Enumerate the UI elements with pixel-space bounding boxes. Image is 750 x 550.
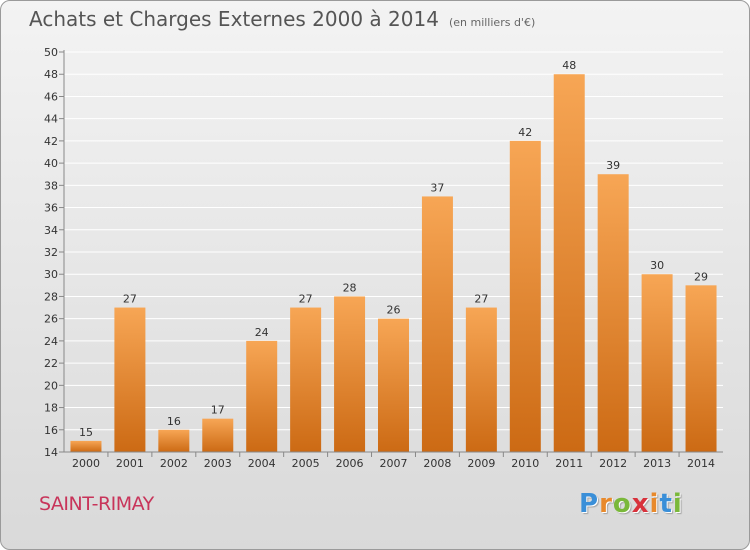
x-tick-label: 2010: [511, 457, 539, 470]
bar: [641, 274, 673, 452]
bar-value-label: 27: [299, 293, 313, 306]
bar-value-label: 37: [430, 181, 444, 194]
bar-value-label: 29: [694, 270, 708, 283]
bar-value-label: 15: [79, 426, 93, 439]
bar: [202, 418, 234, 452]
bar: [290, 307, 322, 452]
y-tick-label: 16: [44, 424, 58, 437]
bar-value-label: 42: [518, 126, 532, 139]
logo-letter: t: [659, 489, 673, 519]
y-tick-label: 34: [44, 224, 58, 237]
y-tick-label: 32: [44, 246, 58, 259]
x-tick-label: 2013: [643, 457, 671, 470]
bar-value-label: 27: [123, 293, 137, 306]
bar: [509, 140, 541, 452]
bar-value-label: 26: [387, 304, 401, 317]
logo-letter: o: [612, 489, 632, 519]
x-tick-label: 2005: [292, 457, 320, 470]
y-tick-label: 24: [44, 335, 58, 348]
y-tick-label: 26: [44, 313, 58, 326]
chart-title: Achats et Charges Externes 2000 à 2014: [29, 7, 439, 31]
y-tick-label: 22: [44, 357, 58, 370]
bar: [246, 340, 278, 452]
chart-title-block: Achats et Charges Externes 2000 à 2014 (e…: [29, 7, 535, 31]
x-tick-label: 2014: [687, 457, 715, 470]
bar-value-label: 27: [474, 293, 488, 306]
bar: [114, 307, 146, 452]
y-tick-label: 38: [44, 179, 58, 192]
bar: [158, 429, 190, 452]
y-tick-label: 20: [44, 379, 58, 392]
logo-letter: r: [599, 489, 613, 519]
logo-letter: i: [649, 489, 660, 519]
bar-value-label: 48: [562, 59, 576, 72]
bar: [334, 296, 366, 452]
bar: [597, 174, 629, 452]
x-tick-label: 2008: [423, 457, 451, 470]
x-tick-label: 2004: [248, 457, 276, 470]
bar: [685, 285, 717, 452]
logo-letter: x: [631, 489, 650, 519]
bar-value-label: 16: [167, 415, 181, 428]
x-tick-label: 2006: [336, 457, 364, 470]
x-tick-label: 2000: [72, 457, 100, 470]
bar-value-label: 28: [343, 281, 357, 294]
x-tick-label: 2002: [160, 457, 188, 470]
x-tick-label: 2012: [599, 457, 627, 470]
logo-letter: P: [579, 489, 600, 519]
y-tick-label: 28: [44, 290, 58, 303]
x-tick-label: 2007: [380, 457, 408, 470]
y-tick-label: 18: [44, 402, 58, 415]
x-tick-label: 2001: [116, 457, 144, 470]
bar-value-label: 17: [211, 404, 225, 417]
y-tick-label: 48: [44, 68, 58, 81]
y-tick-label: 50: [44, 46, 58, 59]
logo-letter: i: [672, 489, 683, 519]
bar: [553, 74, 585, 452]
y-tick-label: 44: [44, 113, 58, 126]
y-tick-label: 36: [44, 202, 58, 215]
x-tick-label: 2003: [204, 457, 232, 470]
y-tick-label: 30: [44, 268, 58, 281]
y-tick-label: 40: [44, 157, 58, 170]
commune-name: SAINT-RIMAY: [39, 493, 154, 515]
bar-value-label: 24: [255, 326, 269, 339]
y-tick-label: 46: [44, 90, 58, 103]
bar: [70, 440, 102, 452]
y-tick-label: 14: [44, 446, 58, 459]
bar-value-label: 39: [606, 159, 620, 172]
chart-unit-note: (en milliers d'€): [448, 16, 536, 29]
bar: [421, 196, 453, 452]
proxiti-logo[interactable]: Proxiti: [579, 489, 683, 519]
x-tick-label: 2011: [555, 457, 583, 470]
x-tick-label: 2009: [467, 457, 495, 470]
bar-value-label: 30: [650, 259, 664, 272]
bar: [465, 307, 497, 452]
y-tick-label: 42: [44, 135, 58, 148]
bar: [378, 318, 409, 452]
